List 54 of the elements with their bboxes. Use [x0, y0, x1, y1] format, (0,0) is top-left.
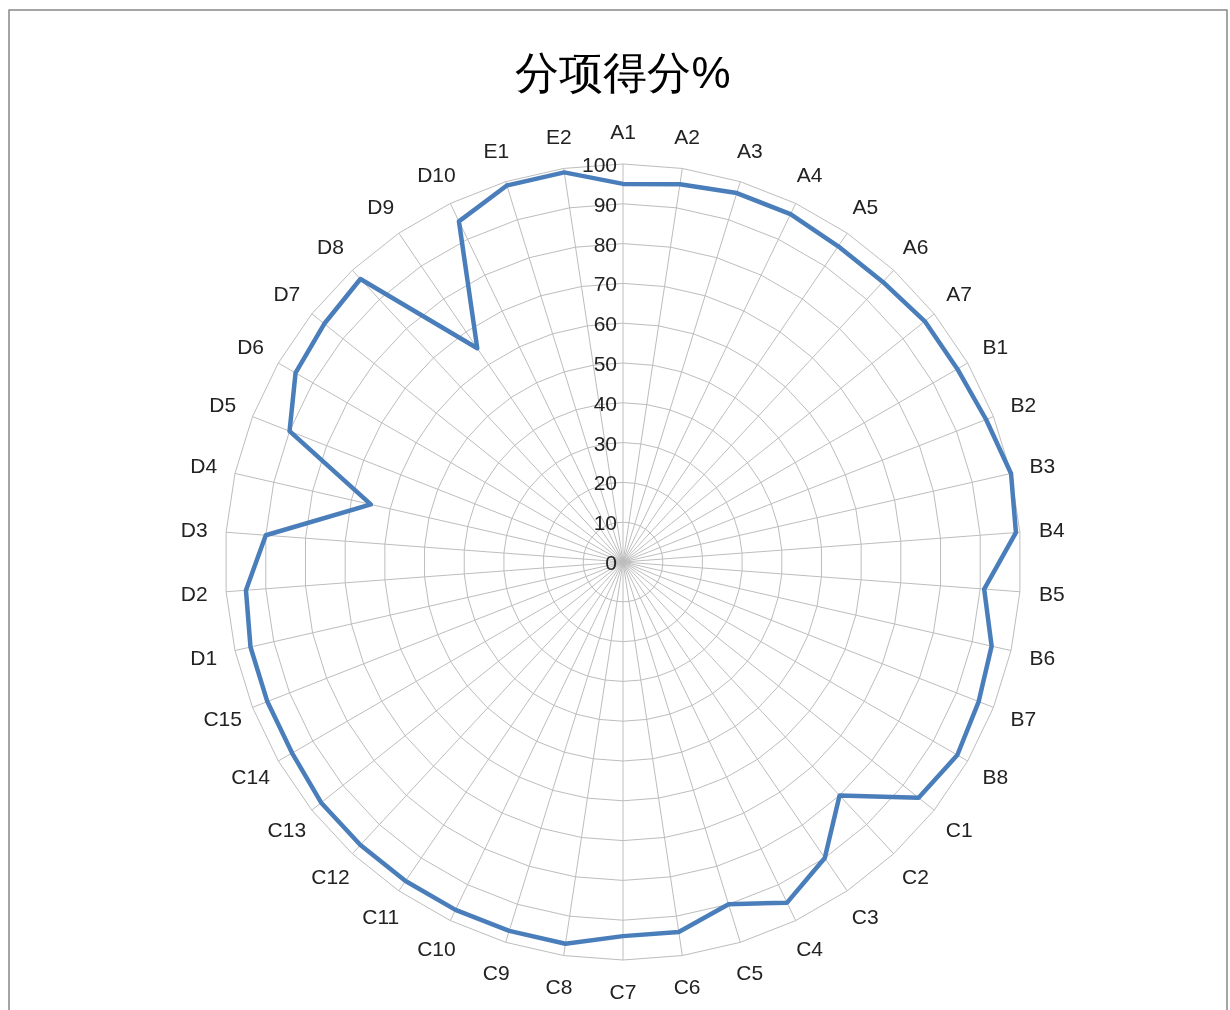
- spoke-label: D5: [209, 392, 237, 416]
- spoke-label: C12: [311, 865, 350, 889]
- y-tick-label: 100: [581, 153, 617, 176]
- spoke-label: D4: [190, 454, 218, 478]
- spoke-label: E1: [483, 139, 510, 163]
- y-tick-label: 90: [593, 192, 617, 216]
- y-tick-label: 10: [593, 511, 617, 535]
- spoke-label: C13: [267, 818, 307, 842]
- spoke-label: A5: [852, 194, 879, 218]
- spoke-label: C14: [231, 765, 271, 788]
- spoke-label: A1: [610, 120, 636, 143]
- spoke-label: D3: [180, 517, 208, 541]
- spoke-label: C11: [362, 905, 400, 929]
- chart-title: 分项得分%: [515, 48, 731, 97]
- spoke-label: C9: [482, 960, 510, 984]
- y-tick-label: 70: [593, 272, 617, 296]
- spoke-label: B3: [1029, 454, 1056, 478]
- spoke-label: B5: [1038, 582, 1065, 606]
- y-tick-label: 0: [605, 551, 617, 574]
- spoke-label: B2: [1010, 392, 1037, 416]
- spoke-label: A2: [674, 124, 700, 148]
- spoke-label: A6: [902, 234, 929, 258]
- spoke-label: D7: [273, 281, 301, 305]
- spoke-label: C7: [609, 980, 637, 1003]
- spoke-label: D9: [367, 194, 395, 218]
- spoke-label: D8: [317, 234, 344, 258]
- y-tick-label: 50: [593, 352, 617, 375]
- spoke-label: C5: [736, 960, 764, 984]
- spoke-label: D1: [190, 645, 218, 669]
- spoke-label: C10: [417, 937, 456, 961]
- spoke-label: C2: [902, 865, 929, 889]
- spoke-label: C4: [796, 937, 824, 961]
- y-tick-label: 30: [593, 431, 617, 455]
- y-tick-label: 60: [593, 312, 617, 336]
- spoke-label: D2: [180, 582, 208, 606]
- spoke-label: D6: [237, 335, 265, 358]
- spoke-label: B1: [982, 335, 1009, 358]
- spoke-label: A3: [736, 139, 763, 163]
- spoke-label: C6: [673, 975, 701, 999]
- spoke-label: A7: [946, 281, 973, 305]
- spoke-label: A4: [796, 162, 823, 186]
- spoke-label: B8: [982, 765, 1009, 788]
- spoke-label: C3: [851, 905, 879, 929]
- spoke-label: B4: [1038, 517, 1065, 541]
- spoke-label: C15: [203, 707, 242, 731]
- spoke-label: B7: [1010, 707, 1037, 731]
- y-tick-label: 80: [593, 232, 617, 256]
- spoke-label: C1: [945, 818, 973, 842]
- spoke-label: C8: [545, 975, 573, 999]
- spoke-label: E2: [546, 124, 572, 148]
- spoke-label: D10: [417, 162, 456, 186]
- y-tick-label: 20: [593, 471, 617, 495]
- spoke-label: B6: [1029, 645, 1056, 669]
- y-tick-label: 40: [593, 391, 617, 415]
